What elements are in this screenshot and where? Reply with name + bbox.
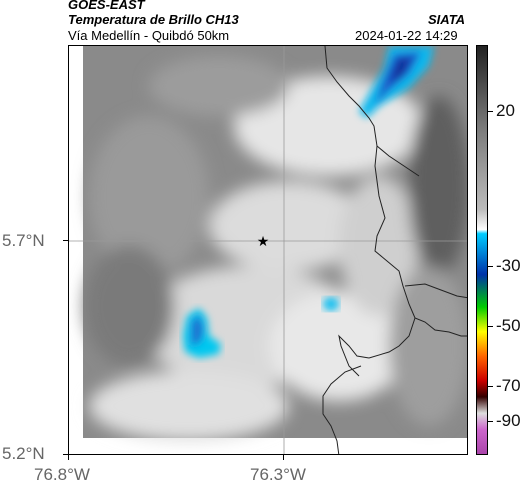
route-subtitle: Vía Medellín - Quibdó 50km: [68, 28, 230, 43]
cb-tick-20: [488, 111, 493, 112]
cold-cloud-center: [323, 297, 339, 311]
lon-tick-76.3: [283, 455, 284, 460]
boundary-lines: [322, 46, 467, 454]
cold-cloud-northeast: [359, 46, 434, 118]
satellite-map[interactable]: ★: [68, 45, 468, 455]
colorbar: [476, 45, 488, 455]
lat-tick-5.2: [63, 454, 68, 455]
colorbar-label-m90: -90: [496, 411, 521, 430]
colorbar-label-m30: -30: [496, 256, 521, 275]
cb-tick-m50: [488, 326, 493, 327]
nodata-bottom: [69, 438, 467, 454]
cb-tick-m70: [488, 386, 493, 387]
cb-tick-m30: [488, 266, 493, 267]
colorbar-label-20: 20: [496, 101, 515, 120]
lon-tick-76.8: [68, 455, 69, 460]
lat-label-5.2: 5.2°N: [2, 444, 45, 463]
satellite-name: GOES-EAST: [68, 0, 145, 12]
colorbar-label-m70: -70: [496, 376, 521, 395]
nodata-left: [69, 46, 83, 454]
org-label: SIATA: [428, 12, 466, 27]
cb-tick-m90: [488, 421, 493, 422]
colorbar-label-m50: -50: [496, 316, 521, 335]
datetime-label: 2024-01-22 14:29: [355, 28, 458, 43]
product-title: Temperatura de Brillo CH13: [68, 12, 239, 27]
lat-tick-5.7: [63, 240, 68, 241]
cold-cloud-west: [183, 308, 221, 358]
lat-label-5.7: 5.7°N: [2, 231, 45, 250]
map-image: ★: [69, 46, 467, 454]
lon-label-76.3: 76.3°W: [250, 465, 306, 484]
lon-label-76.8: 76.8°W: [34, 465, 90, 484]
star-icon[interactable]: ★: [257, 234, 270, 250]
